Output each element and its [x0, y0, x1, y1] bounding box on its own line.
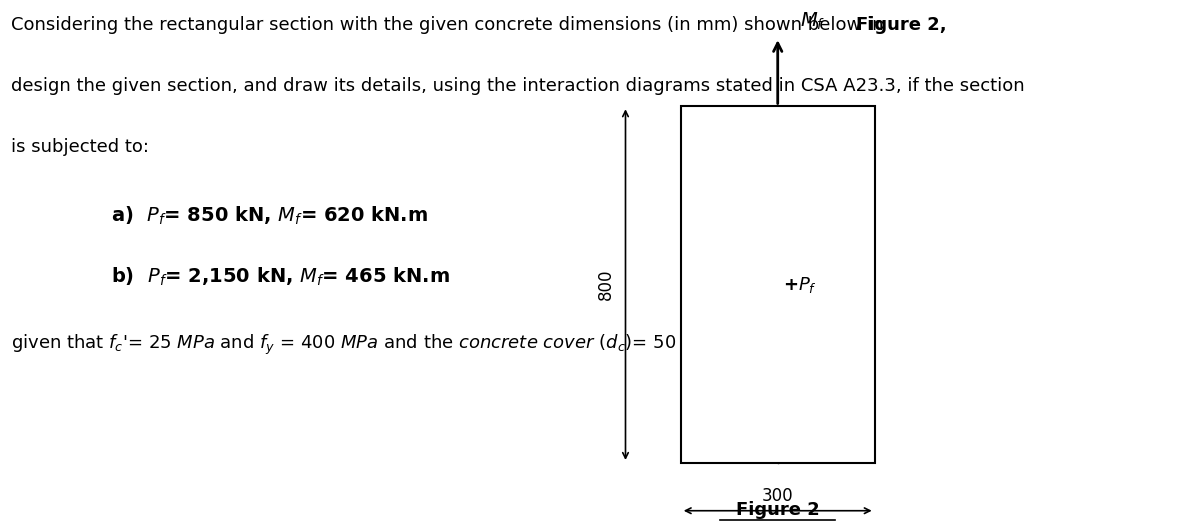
Text: $\it{M_f}$: $\it{M_f}$ [800, 11, 826, 32]
Text: Considering the rectangular section with the given concrete dimensions (in mm) s: Considering the rectangular section with… [11, 16, 889, 34]
Text: given that $\it{f_c}$'= 25 $\it{MPa}$ and $\it{f_y}$ = 400 $\it{MPa}$ and the $\: given that $\it{f_c}$'= 25 $\it{MPa}$ an… [11, 332, 718, 356]
Bar [680, 106, 875, 463]
Text: +$\it{P_f}$: +$\it{P_f}$ [784, 275, 817, 295]
Text: a)  $\it{P_f}$= 850 kN, $\it{M_f}$= 620 kN.m: a) $\it{P_f}$= 850 kN, $\it{M_f}$= 620 k… [110, 205, 428, 227]
Text: 300: 300 [762, 487, 793, 505]
Text: Figure 2,: Figure 2, [856, 16, 947, 34]
Text: b)  $\it{P_f}$= 2,150 kN, $\it{M_f}$= 465 kN.m: b) $\it{P_f}$= 2,150 kN, $\it{M_f}$= 465… [110, 266, 450, 288]
Text: design the given section, and draw its details, using the interaction diagrams s: design the given section, and draw its d… [11, 77, 1025, 95]
Text: Figure 2: Figure 2 [736, 501, 820, 519]
Text: is subjected to:: is subjected to: [11, 138, 149, 156]
Text: 800: 800 [596, 269, 614, 301]
